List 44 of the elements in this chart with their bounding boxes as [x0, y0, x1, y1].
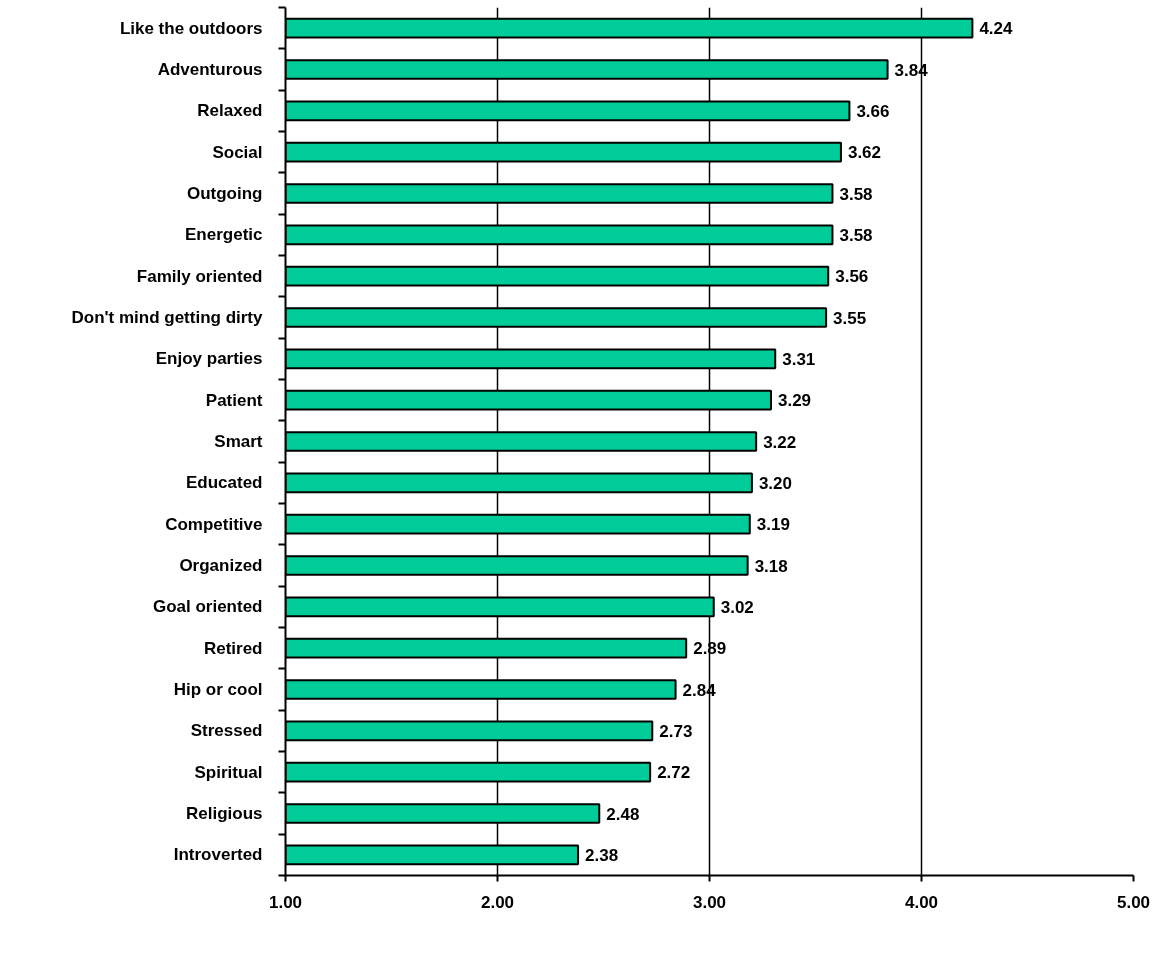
data-label: 3.62: [847, 143, 882, 163]
data-label: 2.48: [606, 804, 640, 824]
data-label: 2.72: [657, 763, 691, 783]
y-tick-label: Don't mind getting dirty: [71, 308, 264, 327]
y-tick-label: Goal oriented: [152, 597, 263, 617]
data-label: 3.19: [756, 515, 790, 535]
y-tick-label: Smart: [214, 432, 263, 451]
y-tick-label: Spiritual: [194, 762, 263, 782]
x-tick-label: 5.00: [1116, 892, 1151, 912]
y-tick-label: Relaxed: [197, 101, 263, 121]
y-tick-label: Enjoy parties: [155, 349, 263, 369]
data-label: 2.73: [659, 721, 693, 741]
y-tick-label: Educated: [185, 473, 263, 493]
data-label: 3.55: [833, 308, 867, 328]
data-label: 3.58: [839, 184, 873, 204]
data-label: 3.56: [835, 267, 869, 287]
y-tick-label: Like the outdoors: [119, 18, 263, 38]
data-label: 3.31: [782, 349, 816, 369]
y-tick-label: Competitive: [165, 514, 263, 534]
data-label: 3.20: [758, 473, 792, 493]
y-tick-label: Adventurous: [157, 60, 263, 79]
data-label: 2.38: [585, 845, 619, 865]
y-tick-label: Hip or cool: [173, 680, 263, 699]
y-tick-label: Organized: [179, 556, 263, 575]
x-tick-label: 2.00: [480, 892, 515, 912]
y-tick-label: Retired: [203, 638, 263, 658]
data-label: 3.18: [754, 556, 788, 576]
y-tick-label: Patient: [205, 390, 263, 410]
data-label: 3.66: [856, 101, 890, 121]
y-tick-label: Energetic: [185, 225, 263, 245]
y-tick-label: Outgoing: [186, 184, 263, 203]
data-label: 3.58: [839, 225, 873, 245]
y-tick-label: Family oriented: [136, 266, 263, 286]
data-label: 3.29: [777, 391, 812, 411]
y-tick-label: Stressed: [190, 721, 263, 741]
data-label: 3.02: [720, 597, 754, 617]
y-tick-label: Introverted: [173, 845, 263, 865]
y-tick-label: Social: [212, 142, 263, 162]
x-tick-label: 4.00: [904, 892, 939, 912]
x-tick-label: 3.00: [692, 892, 727, 912]
x-tick-label: 1.00: [268, 892, 303, 912]
y-tick-label: Religious: [185, 804, 263, 823]
data-label: 3.22: [763, 432, 797, 452]
data-label: 4.24: [979, 19, 1014, 39]
